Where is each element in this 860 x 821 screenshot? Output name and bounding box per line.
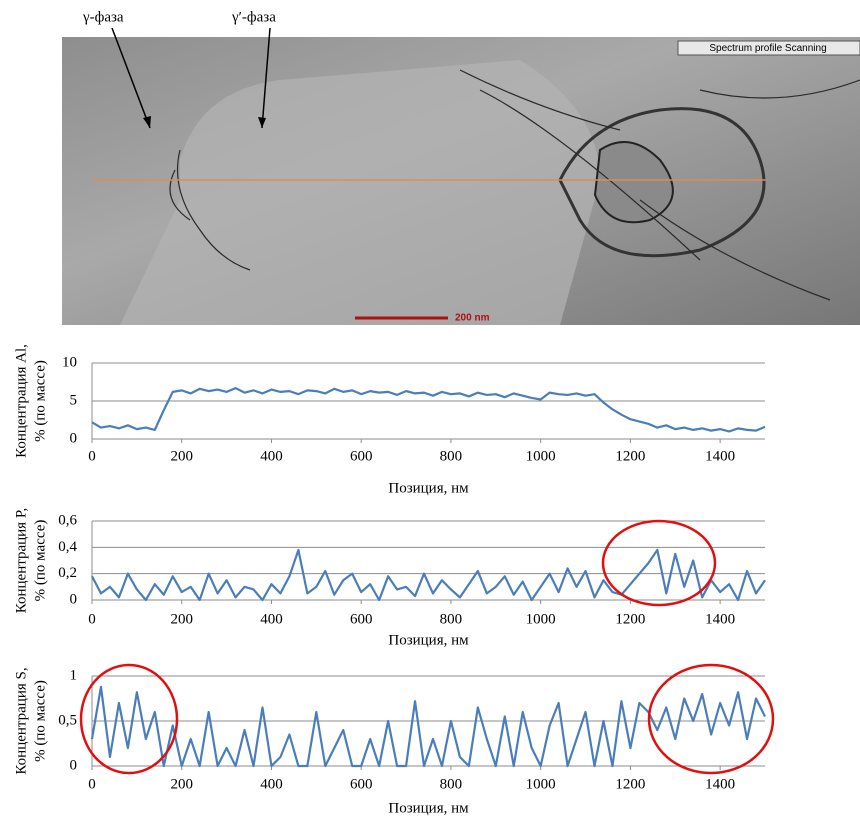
x-tick-label: 800 bbox=[440, 611, 463, 627]
x-tick-label: 200 bbox=[170, 611, 193, 627]
x-tick-label: 1200 bbox=[615, 611, 645, 627]
y-axis-title: Концентрация P, bbox=[13, 508, 29, 614]
x-tick-label: 200 bbox=[170, 776, 193, 792]
x-tick-label: 1000 bbox=[526, 776, 556, 792]
y-tick-label: 0 bbox=[70, 757, 78, 773]
page: {"image": {"labels": ["γ-фаза", "γ′-фаза… bbox=[0, 0, 860, 821]
x-tick-label: 800 bbox=[440, 776, 463, 792]
x-tick-label: 200 bbox=[170, 448, 193, 464]
x-tick-label: 600 bbox=[350, 776, 373, 792]
x-tick-label: 400 bbox=[260, 611, 283, 627]
x-tick-label: 1200 bbox=[615, 448, 645, 464]
x-tick-label: 1000 bbox=[526, 448, 556, 464]
data-line bbox=[92, 550, 765, 600]
y-tick-label: 5 bbox=[70, 392, 78, 408]
scale-bar-label: 200 nm bbox=[455, 313, 490, 324]
x-tick-label: 0 bbox=[88, 448, 96, 464]
x-tick-label: 800 bbox=[440, 448, 463, 464]
y-tick-label: 10 bbox=[62, 354, 77, 370]
x-tick-label: 0 bbox=[88, 776, 96, 792]
x-tick-label: 400 bbox=[260, 448, 283, 464]
x-tick-label: 0 bbox=[88, 611, 96, 627]
figure: Spectrum profile Scanning 200 nm γ-фаза … bbox=[0, 0, 860, 821]
x-tick-label: 600 bbox=[350, 611, 373, 627]
phase-label: γ-фаза bbox=[82, 9, 124, 25]
y-tick-label: 0,5 bbox=[58, 712, 77, 728]
y-axis-title: Концентрация Al, bbox=[13, 344, 29, 458]
y-axis-title: % (по массе) bbox=[32, 520, 48, 602]
x-tick-label: 600 bbox=[350, 448, 373, 464]
y-axis-title: % (по массе) bbox=[32, 360, 48, 442]
data-line bbox=[92, 388, 765, 431]
micrograph: Spectrum profile Scanning 200 nm bbox=[62, 37, 860, 325]
x-axis-title: Позиция, нм bbox=[388, 632, 469, 648]
x-tick-label: 1200 bbox=[615, 776, 645, 792]
y-tick-label: 0,2 bbox=[58, 565, 77, 581]
y-tick-label: 1 bbox=[70, 667, 78, 683]
panel-label: Spectrum profile Scanning bbox=[709, 43, 826, 54]
x-axis-title: Позиция, нм bbox=[388, 480, 469, 496]
highlight-ellipse bbox=[649, 665, 773, 773]
y-tick-label: 0 bbox=[70, 430, 78, 446]
x-tick-label: 1400 bbox=[705, 776, 735, 792]
x-axis-title: Позиция, нм bbox=[388, 800, 469, 816]
x-tick-label: 1400 bbox=[705, 448, 735, 464]
y-axis-title: % (по массе) bbox=[32, 680, 48, 762]
y-axis-title: Концентрация S, bbox=[13, 667, 29, 774]
y-tick-label: 0 bbox=[70, 591, 78, 607]
x-tick-label: 400 bbox=[260, 776, 283, 792]
x-tick-label: 1000 bbox=[526, 611, 556, 627]
y-tick-label: 0,4 bbox=[58, 539, 77, 555]
y-tick-label: 0,6 bbox=[58, 512, 77, 528]
phase-label: γ′-фаза bbox=[231, 9, 276, 25]
x-tick-label: 1400 bbox=[705, 611, 735, 627]
